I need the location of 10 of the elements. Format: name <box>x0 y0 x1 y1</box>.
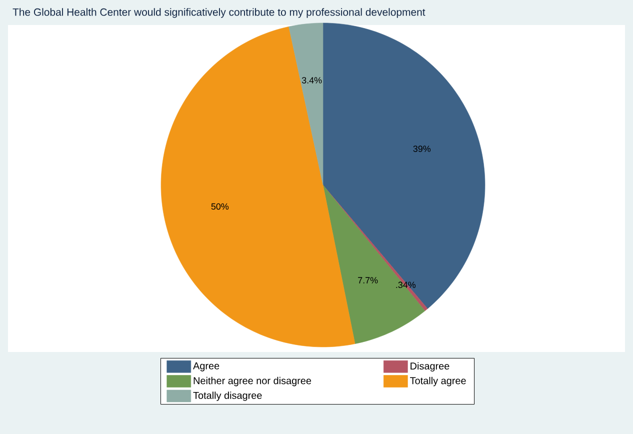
data-label: 7.7% <box>358 277 378 284</box>
data-label: 3.4% <box>302 77 322 84</box>
data-label: 39% <box>413 146 431 152</box>
legend-label: Agree <box>193 362 220 372</box>
legend-label: Totally agree <box>410 376 466 386</box>
legend-label: Neither agree nor disagree <box>194 376 312 386</box>
legend-label: Totally disagree <box>193 392 262 401</box>
data-label: 50% <box>211 203 229 210</box>
chart-title: The Global Health Center would significatively contribute to my professional development <box>12 8 426 18</box>
legend-label: Disagree <box>410 362 450 372</box>
